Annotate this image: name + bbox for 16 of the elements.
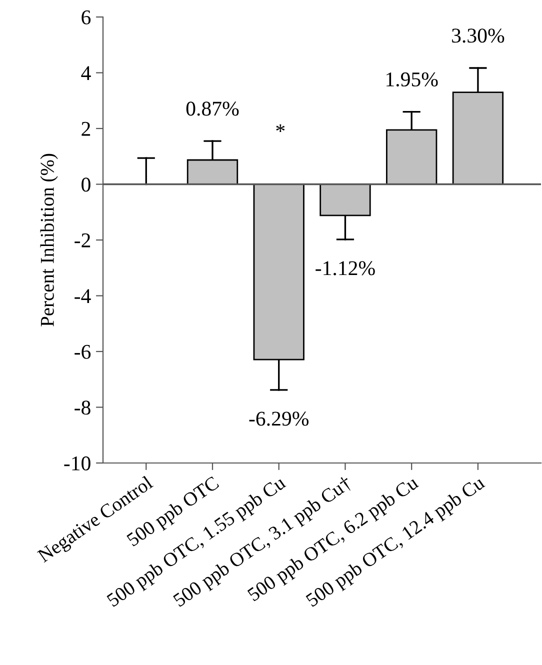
y-tick-label: 6 <box>82 10 91 24</box>
y-tick-label: -8 <box>74 400 90 415</box>
y-tick-label: -6 <box>74 344 91 359</box>
y-tick-label: -4 <box>74 289 91 303</box>
y-tick-label: 2 <box>82 122 90 136</box>
data-label: -6.29% <box>249 412 309 426</box>
y-tick-label: -10 <box>64 456 90 470</box>
y-axis-title: Percent Inhibition (%) <box>40 154 58 326</box>
data-label: -1.12% <box>316 261 375 276</box>
data-label: 1.95% <box>386 72 438 87</box>
data-label: 0.87% <box>186 102 239 116</box>
y-tick-label: 4 <box>81 66 91 80</box>
y-tick-label: -2 <box>74 233 90 248</box>
data-label: 3.30% <box>452 28 504 43</box>
y-tick-label: 0 <box>82 178 90 192</box>
annotation: * <box>276 124 285 132</box>
